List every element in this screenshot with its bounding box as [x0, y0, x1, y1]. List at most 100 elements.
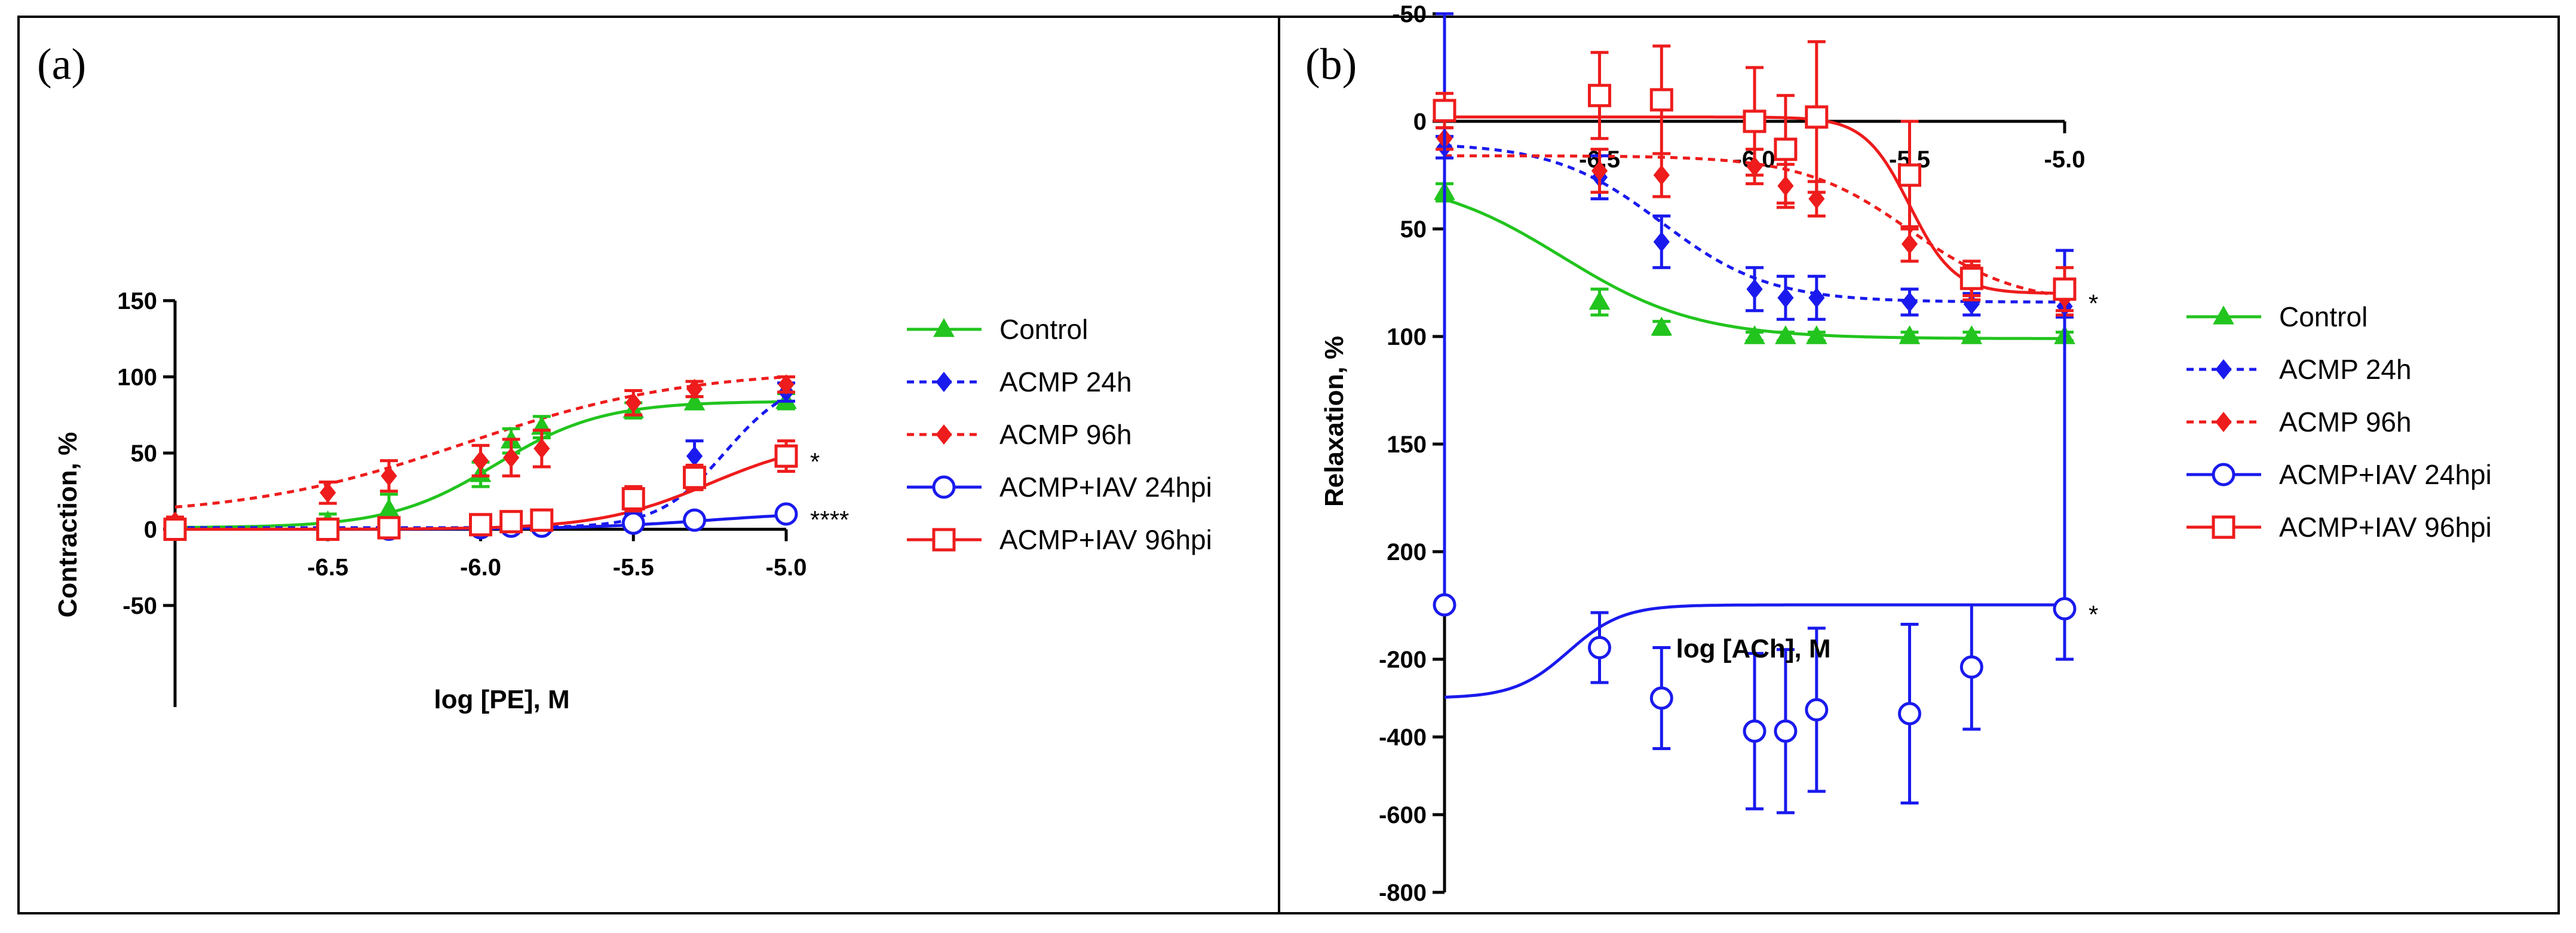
data-point-acmp-iav-96hpi — [530, 508, 554, 532]
y-tick-label: -400 — [1379, 724, 1427, 751]
legend-label: ACMP+IAV 96hpi — [2279, 512, 2492, 543]
y-tick-label: 0 — [1413, 109, 1427, 135]
chart-a-data-points: ***** — [163, 374, 849, 541]
data-point-acmp-96h — [381, 466, 397, 487]
x-tick-label: -5.5 — [613, 555, 654, 581]
legend-label: ACMP+IAV 96hpi — [999, 524, 1212, 555]
figure-frame — [17, 16, 2560, 914]
data-point-control — [1588, 290, 1611, 310]
data-point-acmp-iav-24hpi — [774, 502, 798, 526]
legend-item-control: Control — [907, 314, 1088, 345]
data-point-acmp-96h — [320, 482, 336, 503]
data-point-acmp-96h — [472, 450, 489, 471]
series-acmp-96h — [166, 374, 795, 532]
data-point-acmp-iav-96hpi — [1898, 163, 1921, 187]
data-point-control — [1744, 325, 1765, 344]
chart-a-xlabel: log [PE], M — [434, 685, 569, 714]
data-point-acmp-iav-24hpi — [1959, 655, 1983, 679]
error-bar — [2056, 249, 2074, 661]
data-point-acmp-96h — [533, 438, 550, 459]
x-tick-label: -6.5 — [307, 555, 348, 581]
data-point-acmp-iav-96hpi — [499, 510, 523, 534]
data-point-control — [1805, 325, 1827, 344]
data-point-acmp-24h — [686, 446, 703, 467]
legend-marker-control — [2213, 305, 2234, 325]
legend-label: ACMP+IAV 24hpi — [999, 472, 1212, 503]
data-point-acmp-24h — [1777, 287, 1794, 308]
data-point-acmp-iav-96hpi — [621, 487, 645, 510]
data-point-control — [378, 498, 400, 518]
legend-label: ACMP 24h — [999, 366, 1132, 397]
y-tick-label: 100 — [117, 365, 157, 391]
data-point-acmp-iav-24hpi — [1433, 593, 1456, 617]
data-point-control — [1775, 325, 1796, 344]
series-acmp-iav-24hpi — [1433, 12, 2077, 815]
y-tick-label: -50 — [122, 593, 157, 619]
legend-label: ACMP 24h — [2279, 354, 2412, 385]
data-point-acmp-iav-96hpi — [163, 518, 187, 541]
data-point-acmp-iav-24hpi — [1805, 698, 1829, 721]
significance-marker: * — [2089, 601, 2098, 629]
data-point-acmp-iav-24hpi — [1588, 636, 1611, 659]
data-point-control — [1651, 316, 1673, 336]
data-point-acmp-iav-96hpi — [2053, 277, 2077, 301]
data-point-acmp-iav-96hpi — [1649, 88, 1673, 112]
chart-b: -800-600-400-200-50050100150200-6.5-6.0-… — [1320, 1, 2492, 906]
legend-label: Control — [999, 314, 1088, 345]
data-point-acmp-iav-24hpi — [1743, 719, 1767, 743]
data-point-acmp-iav-96hpi — [1774, 137, 1798, 161]
data-point-acmp-iav-96hpi — [1959, 267, 1983, 290]
legend-label: ACMP 96h — [2279, 406, 2412, 438]
data-point-acmp-96h — [778, 374, 795, 395]
significance-marker: **** — [810, 506, 849, 534]
y-tick-label: 100 — [1387, 324, 1427, 350]
y-tick-label: 200 — [1387, 539, 1427, 565]
legend-item-acmp-iav-96hpi: ACMP+IAV 96hpi — [907, 524, 1212, 555]
data-point-acmp-24h — [1808, 287, 1825, 308]
legend-item-acmp-iav-24hpi: ACMP+IAV 24hpi — [907, 472, 1212, 503]
y-tick-label: 150 — [117, 288, 157, 314]
data-point-acmp-iav-24hpi — [1898, 702, 1921, 726]
legend-item-acmp-iav-24hpi: ACMP+IAV 24hpi — [2186, 459, 2492, 490]
data-point-acmp-iav-96hpi — [316, 518, 340, 541]
legend-marker-acmp-iav-96hpi — [2212, 515, 2235, 539]
y-tick-label: 50 — [1400, 216, 1427, 243]
x-tick-label: -6.0 — [460, 555, 501, 581]
fit-curve-acmp-96h — [1445, 154, 2065, 298]
y-tick-label: -800 — [1379, 880, 1427, 906]
data-point-acmp-iav-96hpi — [469, 513, 492, 537]
data-point-acmp-iav-96hpi — [774, 444, 798, 468]
fit-curve-acmp-96h — [174, 375, 787, 509]
y-tick-label: 50 — [131, 441, 158, 467]
chart-b-data-points: ** — [1433, 12, 2098, 815]
legend-label: ACMP 96h — [999, 419, 1132, 450]
data-point-acmp-iav-24hpi — [2053, 597, 2077, 620]
legend-marker-acmp-96h — [936, 424, 952, 445]
legend-marker-acmp-iav-24hpi — [2212, 463, 2235, 487]
data-point-acmp-iav-24hpi — [1649, 686, 1673, 710]
data-point-acmp-iav-96hpi — [1805, 105, 1829, 129]
fit-curve-acmp-iav-24hpi — [1444, 603, 2065, 699]
data-point-acmp-iav-96hpi — [377, 516, 401, 540]
legend-marker-control — [933, 318, 955, 337]
significance-marker: * — [2089, 289, 2098, 317]
legend-item-acmp-96h: ACMP 96h — [2186, 406, 2412, 438]
data-point-acmp-96h — [625, 392, 642, 413]
x-tick-label: -5.0 — [2044, 146, 2086, 173]
panel-b-label: (b) — [1305, 40, 1357, 89]
legend-label: Control — [2279, 301, 2368, 332]
data-point-acmp-iav-96hpi — [683, 466, 707, 490]
data-point-acmp-24h — [1746, 279, 1763, 299]
chart-a-ylabel: Contraction, % — [53, 432, 82, 617]
legend-item-acmp-96h: ACMP 96h — [907, 419, 1132, 450]
data-point-acmp-24h — [1653, 231, 1670, 252]
data-point-acmp-iav-24hpi — [621, 511, 645, 535]
data-point-acmp-96h — [1901, 234, 1918, 255]
data-point-acmp-96h — [1591, 160, 1608, 181]
y-tick-label: 150 — [1387, 432, 1427, 458]
data-point-acmp-96h — [686, 378, 703, 399]
chart-b-axes: -800-600-400-200-50050100150200-6.5-6.0-… — [1379, 1, 2086, 906]
